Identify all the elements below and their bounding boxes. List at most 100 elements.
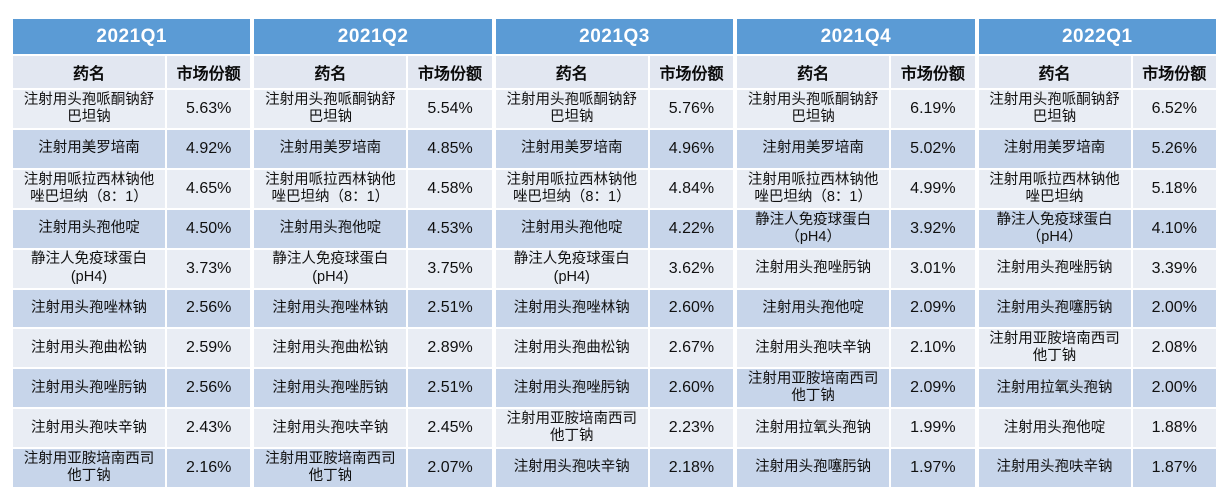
- market-share-cell: 2.51%: [408, 289, 492, 328]
- quarter-table-2021Q1: 2021Q1 药名 市场份额 注射用头孢哌酮钠舒巴坦钠 5.63% 注射用美罗培南 4.92…: [13, 19, 251, 487]
- table-row: 注射用哌拉西林钠他唑巴坦纳（8：1） 4.65%: [13, 169, 251, 208]
- table-row: 静注人免疫球蛋白(pH4) 3.75%: [254, 249, 492, 288]
- table-row: 注射用亚胺培南西司他丁钠 2.09%: [737, 369, 975, 408]
- market-share-cell: 4.65%: [166, 169, 251, 208]
- drug-name-cell: 注射用哌拉西林钠他唑巴坦纳（8：1）: [737, 169, 890, 208]
- drug-name-cell: 注射用亚胺培南西司他丁钠: [254, 449, 407, 487]
- market-share-cell: 2.89%: [408, 329, 492, 368]
- drug-name-cell: 注射用头孢唑林钠: [495, 289, 648, 328]
- market-share-cell: 2.56%: [166, 289, 251, 328]
- market-share-cell: 3.39%: [1132, 249, 1216, 288]
- market-share-cell: 2.51%: [408, 369, 492, 408]
- drug-name-cell: 注射用拉氧头孢钠: [737, 409, 890, 448]
- drug-name-cell: 注射用头孢呋辛钠: [978, 449, 1131, 487]
- drug-name-cell: 注射用头孢呋辛钠: [13, 409, 165, 448]
- table-row: 注射用美罗培南 4.96%: [495, 129, 734, 168]
- drug-name-cell: 注射用亚胺培南西司他丁钠: [13, 449, 165, 487]
- drug-name-cell: 静注人免疫球蛋白（pH4）: [978, 209, 1131, 248]
- drug-name-cell: 注射用美罗培南: [254, 129, 407, 168]
- market-share-cell: 4.84%: [649, 169, 734, 208]
- drug-name-cell: 注射用哌拉西林钠他唑巴坦纳（8：1）: [254, 169, 407, 208]
- market-share-cell: 2.09%: [891, 369, 975, 408]
- drug-name-cell: 注射用美罗培南: [737, 129, 890, 168]
- drug-name-cell: 注射用头孢他啶: [737, 289, 890, 328]
- market-share-cell: 2.60%: [649, 289, 734, 328]
- market-share-cell: 2.08%: [1132, 329, 1216, 368]
- column-header-row: 药名 市场份额: [495, 56, 734, 88]
- drug-name-cell: 静注人免疫球蛋白（pH4）: [737, 209, 890, 248]
- table-row: 注射用头孢曲松钠 2.67%: [495, 329, 734, 368]
- col-header-market-share: 市场份额: [1132, 56, 1216, 88]
- col-header-drug-name: 药名: [13, 56, 165, 88]
- table-row: 注射用头孢他啶 4.53%: [254, 209, 492, 248]
- drug-name-cell: 注射用头孢唑肟钠: [13, 369, 165, 408]
- market-share-cell: 4.58%: [408, 169, 492, 208]
- column-header-row: 药名 市场份额: [254, 56, 492, 88]
- drug-name-cell: 注射用头孢唑肟钠: [495, 369, 648, 408]
- market-share-cell: 4.53%: [408, 209, 492, 248]
- market-share-cell: 2.16%: [166, 449, 251, 487]
- market-share-cell: 2.07%: [408, 449, 492, 487]
- market-share-cell: 2.09%: [891, 289, 975, 328]
- market-share-cell: 2.00%: [1132, 289, 1216, 328]
- drug-name-cell: 注射用头孢呋辛钠: [254, 409, 407, 448]
- table-row: 注射用头孢哌酮钠舒巴坦钠 5.54%: [254, 90, 492, 128]
- quarter-header: 2021Q2: [254, 19, 492, 54]
- quarter-groups: 2021Q1 药名 市场份额 注射用头孢哌酮钠舒巴坦钠 5.63% 注射用美罗培南 4.92…: [13, 19, 1216, 487]
- drug-name-cell: 注射用头孢哌酮钠舒巴坦钠: [737, 90, 890, 128]
- table-row: 注射用头孢噻肟钠 2.00%: [978, 289, 1216, 328]
- column-header-row: 药名 市场份额: [978, 56, 1216, 88]
- table-row: 静注人免疫球蛋白(pH4) 3.73%: [13, 249, 251, 288]
- quarter-header: 2021Q4: [737, 19, 975, 54]
- table-row: 注射用头孢唑肟钠 2.56%: [13, 369, 251, 408]
- market-share-cell: 1.88%: [1132, 409, 1216, 448]
- drug-name-cell: 静注人免疫球蛋白(pH4): [13, 249, 165, 288]
- drug-name-cell: 注射用哌拉西林钠他唑巴坦纳: [978, 169, 1131, 208]
- market-share-cell: 3.73%: [166, 249, 251, 288]
- market-share-cell: 2.45%: [408, 409, 492, 448]
- col-header-market-share: 市场份额: [166, 56, 251, 88]
- quarter-table-2022Q1: 2022Q1 药名 市场份额 注射用头孢哌酮钠舒巴坦钠 6.52% 注射用美罗培南 5.26…: [978, 19, 1216, 487]
- quarter-header: 2022Q1: [978, 19, 1216, 54]
- market-share-cell: 2.00%: [1132, 369, 1216, 408]
- table-row: 注射用拉氧头孢钠 1.99%: [737, 409, 975, 448]
- market-share-cell: 2.59%: [166, 329, 251, 368]
- quarter-table-2021Q2: 2021Q2 药名 市场份额 注射用头孢哌酮钠舒巴坦钠 5.54% 注射用美罗培南 4.85…: [254, 19, 492, 487]
- table-row: 注射用美罗培南 5.02%: [737, 129, 975, 168]
- market-share-cell: 3.62%: [649, 249, 734, 288]
- table-row: 静注人免疫球蛋白(pH4) 3.62%: [495, 249, 734, 288]
- column-header-row: 药名 市场份额: [737, 56, 975, 88]
- table-row: 注射用哌拉西林钠他唑巴坦纳（8：1） 4.84%: [495, 169, 734, 208]
- table-row: 注射用亚胺培南西司他丁钠 2.08%: [978, 329, 1216, 368]
- drug-name-cell: 注射用头孢哌酮钠舒巴坦钠: [978, 90, 1131, 128]
- drug-name-cell: 注射用头孢唑肟钠: [978, 249, 1131, 288]
- drug-name-cell: 注射用美罗培南: [495, 129, 648, 168]
- table-row: 注射用头孢呋辛钠 2.10%: [737, 329, 975, 368]
- col-header-drug-name: 药名: [737, 56, 890, 88]
- table-row: 注射用头孢他啶 4.22%: [495, 209, 734, 248]
- table-row: 注射用头孢曲松钠 2.89%: [254, 329, 492, 368]
- market-share-cell: 5.63%: [166, 90, 251, 128]
- column-header-row: 药名 市场份额: [13, 56, 251, 88]
- market-share-cell: 3.92%: [891, 209, 975, 248]
- table-row: 注射用哌拉西林钠他唑巴坦纳 5.18%: [978, 169, 1216, 208]
- col-header-market-share: 市场份额: [891, 56, 975, 88]
- table-row: 注射用头孢呋辛钠 2.43%: [13, 409, 251, 448]
- market-share-cell: 3.75%: [408, 249, 492, 288]
- drug-name-cell: 注射用头孢哌酮钠舒巴坦钠: [495, 90, 648, 128]
- table-row: 注射用头孢唑肟钠 3.01%: [737, 249, 975, 288]
- table-row: 注射用美罗培南 4.85%: [254, 129, 492, 168]
- quarter-table-2021Q3: 2021Q3 药名 市场份额 注射用头孢哌酮钠舒巴坦钠 5.76% 注射用美罗培南 4.96…: [495, 19, 734, 487]
- market-share-cell: 5.26%: [1132, 129, 1216, 168]
- table-row: 注射用亚胺培南西司他丁钠 2.16%: [13, 449, 251, 487]
- table-row: 注射用哌拉西林钠他唑巴坦纳（8：1） 4.99%: [737, 169, 975, 208]
- market-share-cell: 2.43%: [166, 409, 251, 448]
- table-row: 注射用头孢唑肟钠 2.60%: [495, 369, 734, 408]
- market-share-cell: 4.96%: [649, 129, 734, 168]
- table-row: 注射用头孢呋辛钠 2.45%: [254, 409, 492, 448]
- market-share-cell: 2.56%: [166, 369, 251, 408]
- market-share-cell: 2.60%: [649, 369, 734, 408]
- market-share-cell: 5.02%: [891, 129, 975, 168]
- drug-name-cell: 注射用头孢他啶: [495, 209, 648, 248]
- market-share-cell: 1.97%: [891, 449, 975, 487]
